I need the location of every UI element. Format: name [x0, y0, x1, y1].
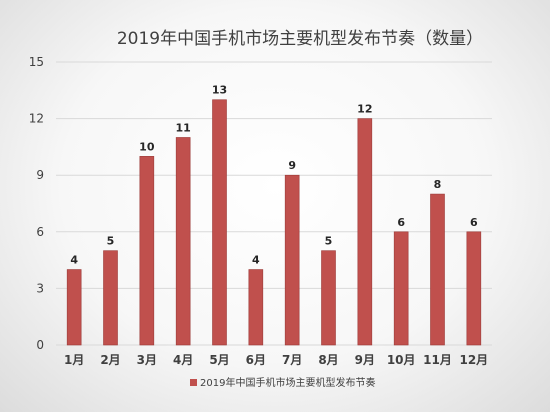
x-axis-ticks: 1月 2月 3月 4月 5月 6月 7月 8月 9月 10月 11月 12月: [64, 353, 488, 367]
y-tick-label: 12: [29, 112, 44, 126]
bar: [139, 156, 155, 346]
x-tick-label: 11月: [423, 353, 452, 367]
data-label: 10: [139, 140, 155, 153]
data-labels: 4 5 10 11 13 4 9 5 12 6 8 6: [70, 84, 478, 267]
y-tick-label: 0: [36, 338, 44, 352]
x-tick-label: 9月: [355, 353, 375, 367]
y-tick-label: 6: [36, 225, 44, 239]
data-label: 5: [325, 235, 333, 248]
data-label: 6: [397, 216, 405, 229]
data-label: 9: [288, 159, 296, 172]
x-tick-label: 3月: [137, 353, 157, 367]
y-tick-label: 15: [29, 55, 44, 69]
bar: [430, 193, 445, 346]
data-label: 13: [212, 84, 227, 97]
legend: 2019年中国手机市场主要机型发布节奏: [190, 376, 375, 389]
y-axis-ticks: 0 3 6 9 12 15: [29, 55, 44, 352]
x-tick-label: 2月: [100, 353, 120, 367]
bar: [175, 137, 191, 346]
data-label: 4: [70, 254, 78, 267]
bar: [103, 250, 118, 346]
x-tick-label: 8月: [318, 353, 338, 367]
chart-title: 2019年中国手机市场主要机型发布节奏（数量）: [117, 29, 483, 49]
bar: [321, 250, 336, 346]
x-tick-label: 1月: [64, 353, 84, 367]
bar: [66, 269, 82, 346]
x-tick-label: 12月: [459, 353, 488, 367]
bar: [284, 174, 300, 346]
x-tick-label: 10月: [387, 353, 416, 367]
data-label: 8: [434, 178, 442, 191]
y-tick-label: 3: [36, 281, 44, 295]
x-tick-label: 4月: [173, 353, 193, 367]
x-tick-label: 7月: [282, 353, 302, 367]
data-label: 5: [107, 235, 115, 248]
y-tick-label: 9: [36, 168, 44, 182]
data-label: 11: [176, 121, 191, 134]
bar: [357, 118, 373, 346]
bar: [393, 231, 409, 346]
legend-label: 2019年中国手机市场主要机型发布节奏: [200, 376, 375, 389]
x-tick-label: 5月: [209, 353, 229, 367]
x-tick-label: 6月: [246, 353, 266, 367]
bars: [66, 99, 482, 346]
data-label: 12: [357, 103, 372, 116]
bar: [248, 269, 264, 346]
data-label: 4: [252, 254, 260, 267]
grid-lines: [56, 61, 492, 346]
bar: [466, 231, 482, 346]
bar: [212, 99, 227, 346]
legend-swatch: [190, 379, 197, 386]
data-label: 6: [470, 216, 478, 229]
